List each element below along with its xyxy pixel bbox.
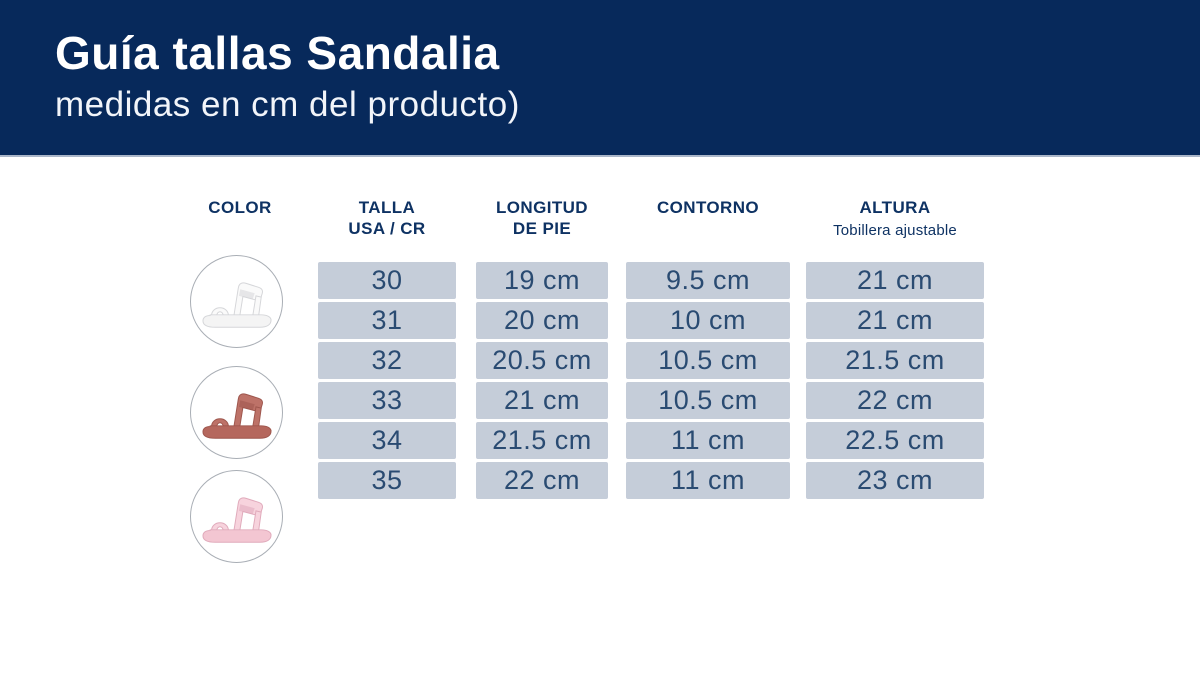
cell-longitud: 21.5 cm (476, 422, 608, 459)
cell-longitud: 20 cm (476, 302, 608, 339)
header-altura-label: ALTURA (859, 198, 931, 217)
header-band: Guía tallas Sandalia medidas en cm del p… (0, 0, 1200, 157)
rose-sandal-icon (201, 392, 272, 439)
cell-talla: 35 (318, 462, 456, 499)
cell-longitud: 19 cm (476, 262, 608, 299)
cell-longitud: 22 cm (476, 462, 608, 499)
header-talla-sublabel: USA / CR (348, 219, 426, 238)
cell-contorno: 10 cm (626, 302, 790, 339)
size-table: 30 19 cm 9.5 cm 21 cm 31 20 cm 10 cm 21 … (318, 262, 984, 502)
page-subtitle: medidas en cm del producto) (55, 85, 520, 124)
color-column (190, 255, 285, 565)
cell-altura: 21.5 cm (806, 342, 984, 379)
cell-altura: 22.5 cm (806, 422, 984, 459)
cell-talla: 32 (318, 342, 456, 379)
header-longitud-sublabel: DE PIE (512, 219, 572, 238)
header-talla: TALLA USA / CR (318, 197, 456, 239)
cell-talla: 30 (318, 262, 456, 299)
cell-altura: 21 cm (806, 302, 984, 339)
header-color-label: COLOR (208, 198, 272, 217)
cell-altura: 23 cm (806, 462, 984, 499)
cell-altura: 21 cm (806, 262, 984, 299)
table-row: 33 21 cm 10.5 cm 22 cm (318, 382, 984, 419)
cell-contorno: 11 cm (626, 422, 790, 459)
cell-contorno: 10.5 cm (626, 382, 790, 419)
cell-contorno: 11 cm (626, 462, 790, 499)
table-row: 32 20.5 cm 10.5 cm 21.5 cm (318, 342, 984, 379)
table-row: 35 22 cm 11 cm 23 cm (318, 462, 984, 499)
cell-talla: 34 (318, 422, 456, 459)
cell-talla: 31 (318, 302, 456, 339)
table-row: 30 19 cm 9.5 cm 21 cm (318, 262, 984, 299)
header-altura: ALTURA Tobillera ajustable (806, 197, 984, 241)
header-longitud-label: LONGITUD (496, 198, 588, 217)
header-color: COLOR (180, 197, 300, 218)
header-altura-sublabel: Tobillera ajustable (833, 222, 957, 239)
table-header-row: COLOR TALLA USA / CR LONGITUD DE PIE CON… (180, 197, 984, 241)
page-title: Guía tallas Sandalia (55, 27, 500, 79)
cell-talla: 33 (318, 382, 456, 419)
cell-longitud: 21 cm (476, 382, 608, 419)
cell-longitud: 20.5 cm (476, 342, 608, 379)
color-swatch-white (190, 255, 283, 348)
color-swatch-rose (190, 366, 283, 459)
cell-altura: 22 cm (806, 382, 984, 419)
color-swatch-pink (190, 470, 283, 563)
white-sandal-icon (201, 281, 272, 328)
table-row: 34 21.5 cm 11 cm 22.5 cm (318, 422, 984, 459)
table-row: 31 20 cm 10 cm 21 cm (318, 302, 984, 339)
cell-contorno: 10.5 cm (626, 342, 790, 379)
header-talla-label: TALLA (358, 198, 416, 217)
header-contorno-label: CONTORNO (656, 198, 760, 217)
header-contorno: CONTORNO (626, 197, 790, 218)
header-longitud: LONGITUD DE PIE (476, 197, 608, 239)
cell-contorno: 9.5 cm (626, 262, 790, 299)
pink-sandal-icon (201, 496, 272, 543)
